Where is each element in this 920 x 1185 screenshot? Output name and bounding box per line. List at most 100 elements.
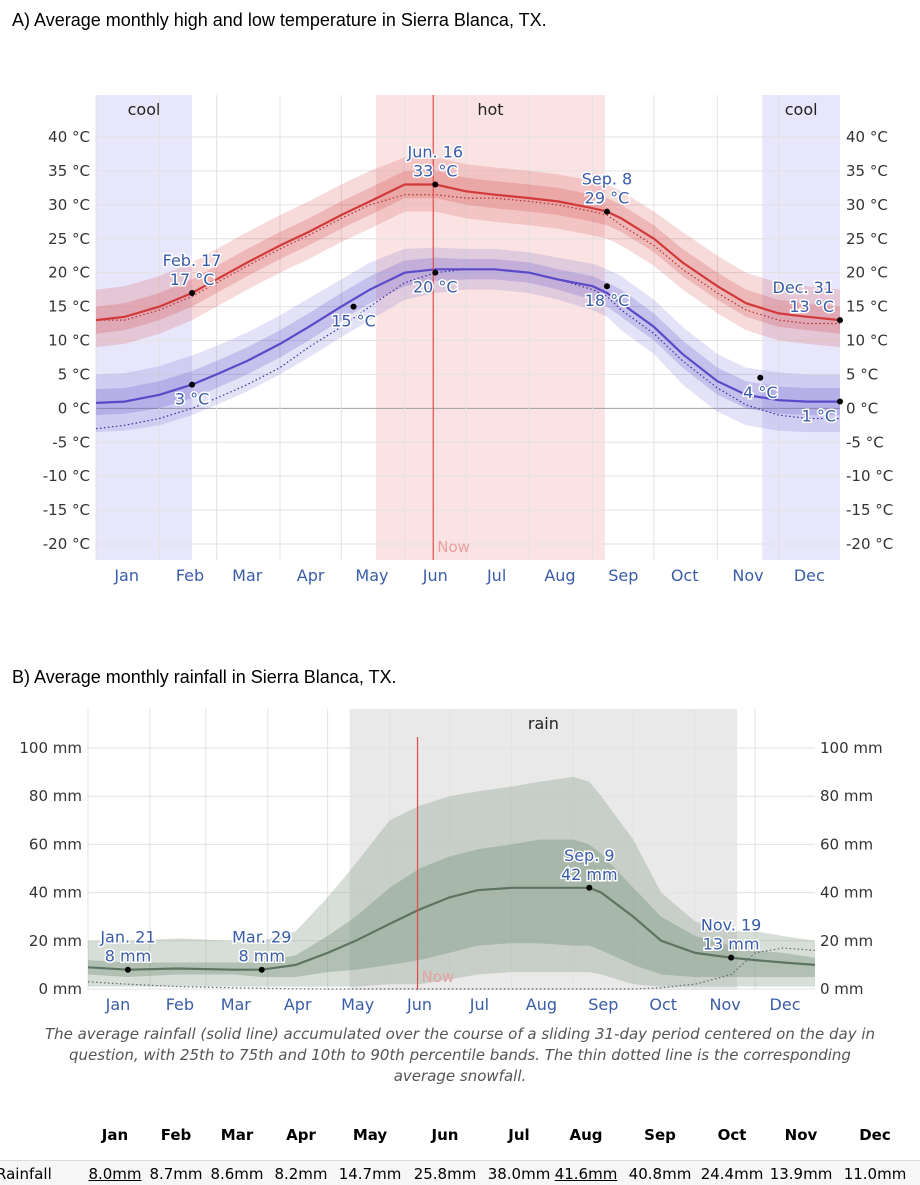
x-tick-label: Jan bbox=[105, 995, 131, 1014]
y-tick-label-right: 60 mm bbox=[820, 835, 873, 853]
table-rainfall-value: 38.0mm bbox=[487, 1165, 551, 1183]
low-band-25-75 bbox=[96, 257, 840, 416]
table-rainfall-value: 25.8mm bbox=[413, 1165, 477, 1183]
y-tick-label-left: 30 °C bbox=[48, 196, 90, 214]
low-point bbox=[189, 381, 196, 388]
x-tick-label: Dec bbox=[794, 566, 825, 585]
rain-point-value: 8 mm bbox=[105, 947, 151, 966]
high-dotted-line bbox=[96, 194, 840, 325]
table-rainfall-value: 13.9mm bbox=[769, 1165, 833, 1183]
low-point-value: 15 °C bbox=[331, 312, 376, 331]
now-label: Now bbox=[422, 968, 455, 986]
y-tick-label-left: 0 °C bbox=[58, 399, 90, 417]
x-tick-label: Jun bbox=[406, 995, 432, 1014]
low-point-value: 3 °C bbox=[175, 390, 209, 409]
rain-point-value: 13 mm bbox=[703, 935, 760, 954]
y-tick-label-right: -20 °C bbox=[846, 535, 893, 553]
x-tick-label: Feb bbox=[176, 566, 204, 585]
high-point bbox=[432, 181, 439, 188]
y-tick-label-left: 10 °C bbox=[48, 332, 90, 350]
high-point-value: 17 °C bbox=[170, 270, 215, 289]
x-tick-label: Nov bbox=[710, 995, 741, 1014]
season-label-hot: hot bbox=[477, 100, 503, 119]
table-rainfall-value: 40.8mm bbox=[628, 1165, 692, 1183]
y-tick-label-right: -15 °C bbox=[846, 501, 893, 519]
table-rainfall-value: 8.0mm bbox=[88, 1165, 142, 1183]
season-label-cool: cool bbox=[785, 100, 818, 119]
x-tick-label: Oct bbox=[671, 566, 699, 585]
high-point-date: Dec. 31 bbox=[773, 278, 835, 297]
y-tick-label-left: 15 °C bbox=[48, 298, 90, 316]
high-point bbox=[603, 208, 610, 215]
rainfall-table: Jan Feb Mar Apr May Jun Jul Aug Sep Oct Nov Dec Rai… bbox=[0, 1118, 920, 1185]
rain-point bbox=[728, 954, 735, 961]
y-tick-label-right: 25 °C bbox=[846, 230, 888, 248]
table-month-header: Jul bbox=[508, 1126, 530, 1144]
rain-point bbox=[258, 966, 265, 973]
x-tick-label: Feb bbox=[166, 995, 194, 1014]
y-tick-label-left: 20 mm bbox=[29, 932, 82, 950]
season-label-rain: rain bbox=[528, 714, 559, 733]
low-point bbox=[603, 283, 610, 290]
low-point-value: 4 °C bbox=[743, 383, 777, 402]
table-rainfall-value: 41.6mm bbox=[554, 1165, 618, 1183]
rain-point-date: Nov. 19 bbox=[701, 916, 762, 935]
y-tick-label-right: 30 °C bbox=[846, 196, 888, 214]
low-point bbox=[837, 398, 843, 405]
y-tick-label-right: 40 °C bbox=[846, 128, 888, 146]
y-tick-label-left: 20 °C bbox=[48, 264, 90, 282]
low-band-10-90 bbox=[96, 247, 840, 433]
y-tick-label-right: 40 mm bbox=[820, 884, 873, 902]
rainfall-table-header: Jan Feb Mar Apr May Jun Jul Aug Sep Oct Nov Dec bbox=[0, 1126, 920, 1150]
x-tick-label: Mar bbox=[221, 995, 252, 1014]
table-rainfall-value: 11.0mm bbox=[843, 1165, 907, 1183]
high-point-date: Feb. 17 bbox=[163, 251, 222, 270]
x-tick-label: Mar bbox=[232, 566, 263, 585]
y-tick-label-left: 60 mm bbox=[29, 835, 82, 853]
season-band-cool bbox=[96, 95, 193, 560]
x-tick-label: Jul bbox=[486, 566, 506, 585]
rainfall-caption: The average rainfall (solid line) accumu… bbox=[44, 1025, 876, 1085]
table-month-header: Feb bbox=[160, 1126, 192, 1144]
rain-point-date: Jan. 21 bbox=[99, 928, 155, 947]
table-month-header: May bbox=[352, 1126, 388, 1144]
season-band-hot bbox=[376, 95, 605, 560]
table-month-header: Jan bbox=[101, 1126, 129, 1144]
x-tick-label: Dec bbox=[770, 995, 801, 1014]
high-point-value: 33 °C bbox=[413, 161, 458, 180]
rain-point-value: 8 mm bbox=[239, 947, 285, 966]
rain-band-25-75 bbox=[88, 839, 815, 977]
y-tick-label-left: 100 mm bbox=[19, 739, 82, 757]
x-tick-label: Nov bbox=[732, 566, 763, 585]
rainfall-line bbox=[87, 886, 816, 971]
x-tick-label: Aug bbox=[544, 566, 575, 585]
y-tick-label-left: 40 mm bbox=[29, 884, 82, 902]
rainfall-chart: rain 100 mm 100 mm 80 mm 80 mm 60 mm 60 mm 40 m… bbox=[19, 709, 883, 1014]
snowfall-dotted-line bbox=[87, 947, 816, 990]
rain-point-date: Sep. 9 bbox=[564, 846, 615, 865]
y-tick-label-right: 80 mm bbox=[820, 787, 873, 805]
x-tick-label: Jan bbox=[113, 566, 139, 585]
high-point-date: Sep. 8 bbox=[582, 170, 633, 189]
season-band-rain bbox=[349, 709, 738, 990]
low-temperature-line bbox=[95, 268, 840, 404]
x-tick-label: Jul bbox=[469, 995, 489, 1014]
y-tick-label-right: 5 °C bbox=[846, 365, 878, 383]
rain-band-10-90 bbox=[88, 776, 815, 987]
y-tick-label-right: 20 °C bbox=[846, 264, 888, 282]
y-tick-label-left: -15 °C bbox=[43, 501, 90, 519]
y-tick-label-left: 0 mm bbox=[38, 980, 82, 998]
season-band-cool bbox=[762, 95, 840, 560]
high-temperature-line bbox=[95, 183, 841, 322]
x-tick-label: Aug bbox=[526, 995, 557, 1014]
table-month-header: Mar bbox=[220, 1126, 254, 1144]
x-tick-label: Sep bbox=[588, 995, 618, 1014]
low-point-value: 18 °C bbox=[585, 291, 630, 310]
y-tick-label-right: 15 °C bbox=[846, 298, 888, 316]
table-rainfall-value: 8.6mm bbox=[210, 1165, 264, 1183]
table-rainfall-value: 8.7mm bbox=[149, 1165, 203, 1183]
y-tick-label-right: 20 mm bbox=[820, 932, 873, 950]
x-tick-label: Sep bbox=[608, 566, 638, 585]
y-tick-label-left: 5 °C bbox=[58, 365, 90, 383]
y-tick-label-right: 10 °C bbox=[846, 332, 888, 350]
